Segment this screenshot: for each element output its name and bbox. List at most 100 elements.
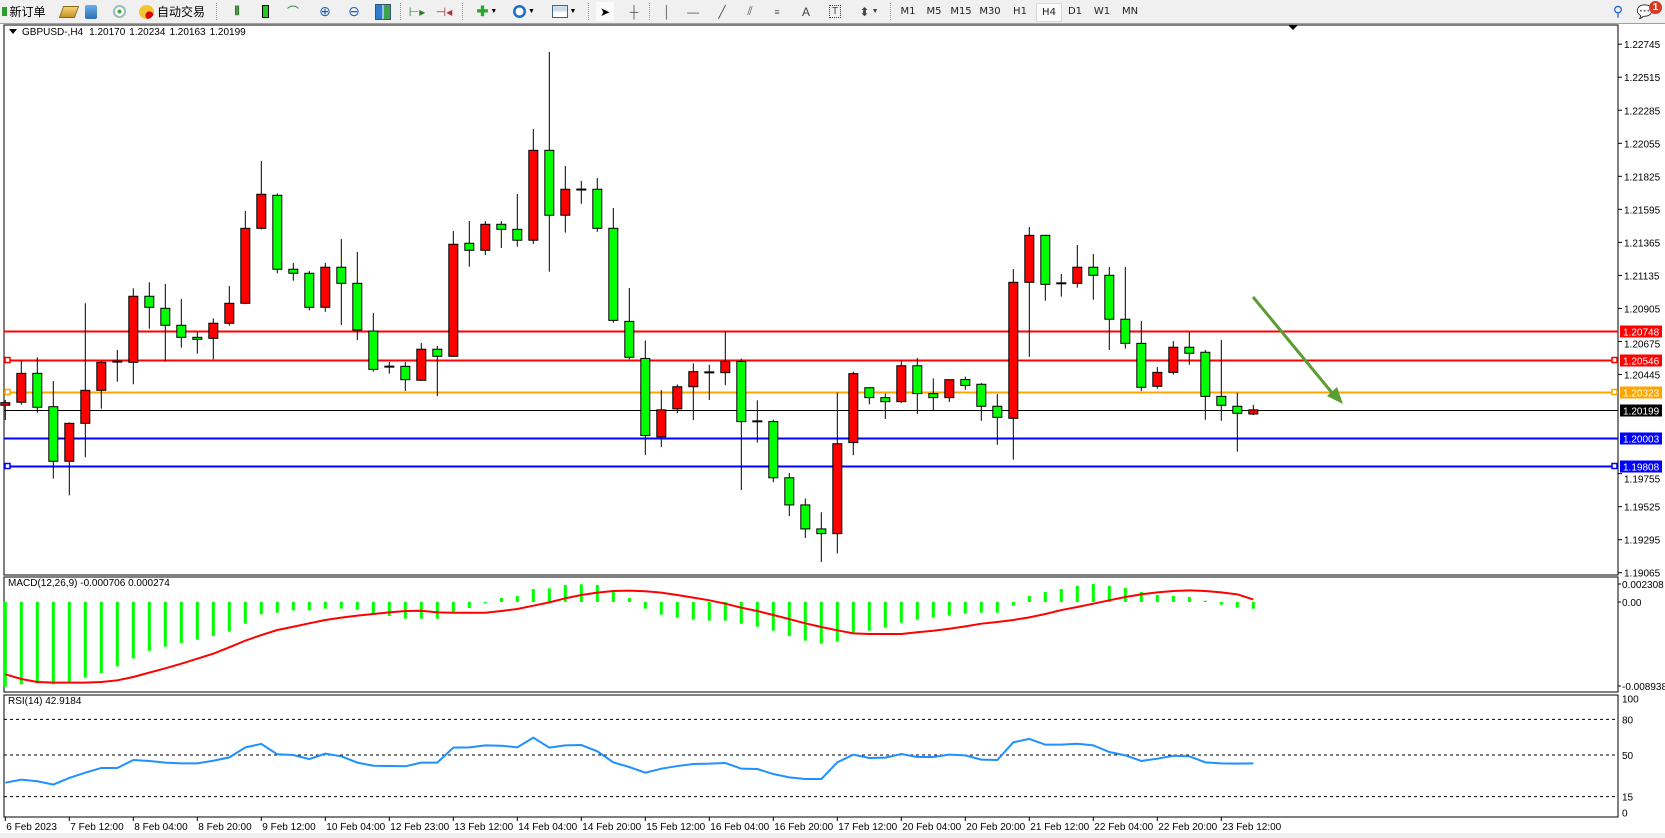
trendline-button[interactable]: ╱ [713,2,731,21]
timeframe-mn[interactable]: MN [1121,6,1139,17]
timeframe-m5[interactable]: M5 [926,6,942,17]
line-chart-button[interactable]: ⌒ [284,2,302,21]
macd-label: MACD(12,26,9) -0.000706 0.000274 [8,578,170,589]
candle [336,238,347,325]
line-chart-icon: ⌒ [286,5,299,19]
dropdown-arrow-icon: ▼ [528,8,535,15]
candle-body [240,227,251,304]
horizontal-lines[interactable] [4,330,1618,470]
equidistant-channel-button[interactable]: ⫽ [741,2,759,21]
timeframe-m1[interactable]: M1 [900,6,916,17]
price-tick-label: 1.21365 [1624,238,1661,249]
line-handle-icon[interactable] [1611,356,1618,364]
macd-histogram-bar [211,602,215,636]
dropdown-arrow-icon: ▼ [569,8,577,15]
candle-body [944,379,955,399]
timeframe-m30[interactable]: M30 [979,6,1001,17]
timeframe-d1[interactable]: D1 [1067,6,1083,17]
candle-body [48,406,59,462]
shapes-button[interactable]: ⬍ ▼ [852,2,886,21]
candle-body [1184,346,1195,354]
candlestick-button[interactable] [256,2,274,21]
indicators-button[interactable]: ✚ ▼ [472,2,502,21]
line-handle-icon[interactable] [4,388,11,396]
chart-shift-button[interactable]: ⊣◂ [435,2,453,21]
history-center-button[interactable] [58,2,80,21]
macd-histogram-bar [1107,585,1111,602]
auto-trading-button[interactable]: 自动交易 [137,2,207,21]
horizontal-line-button[interactable]: — [684,2,702,21]
auto-scroll-button[interactable]: ⊢▸ [408,2,426,21]
text-button[interactable]: A [797,2,815,21]
history-center-icon [58,5,80,18]
line-handle-icon[interactable] [4,462,11,470]
time-axis-label: 10 Feb 04:00 [326,822,385,833]
zoom-out-button[interactable]: ⊖ [345,2,363,21]
time-axis-label: 21 Feb 12:00 [1030,822,1089,833]
time-axis-label: 13 Feb 12:00 [454,822,513,833]
macd-histogram-bar [67,602,71,683]
line-handle-icon[interactable] [1611,388,1618,396]
macd-histogram-bar [467,602,471,608]
timeframe-w1[interactable]: W1 [1093,6,1111,17]
fibonacci-button[interactable]: ≡ [768,2,786,21]
time-axis-label: 16 Feb 04:00 [710,822,769,833]
timeframe-h4[interactable]: H4 [1036,3,1062,22]
timeframe-m15[interactable]: M15 [950,6,972,17]
candle-body [80,389,91,424]
separator [216,3,217,20]
candle-body [1120,318,1131,344]
candle [0,399,11,421]
candle-body [960,379,971,386]
candle [240,210,251,305]
tile-windows-button[interactable] [374,2,392,21]
candle-body [496,223,507,230]
rsi-panel [4,718,1618,798]
macd-histogram-bar [531,589,535,602]
macd-histogram-bar [1043,591,1047,602]
macd-histogram-bar [115,602,119,667]
zoom-in-button[interactable]: ⊕ [316,2,334,21]
timeframe-h1[interactable]: H1 [1013,6,1027,17]
vertical-line-button[interactable]: │ [658,2,676,21]
time-axis-label: 17 Feb 12:00 [838,822,897,833]
candle [1024,227,1035,357]
macd-histogram-bar [355,602,359,610]
templates-button[interactable]: ▼ [548,2,580,21]
macd-panel [3,584,1255,687]
candle [896,361,907,403]
macd-histogram-bar [483,602,487,603]
candle [1104,266,1115,350]
line-handle-icon[interactable] [1611,462,1618,470]
market-watch-button[interactable] [82,2,100,21]
crosshair-button[interactable]: ┼ [625,2,643,21]
signals-button[interactable] [110,2,128,21]
time-axis-label: 23 Feb 12:00 [1222,822,1281,833]
candle [256,160,267,230]
line-handle-icon[interactable] [4,356,11,364]
price-tag [1620,354,1662,367]
bar-chart-button[interactable]: ⫴ [228,2,246,21]
chart-window[interactable]: 1.20748 1.20546 1.20323 1.20199 1.20003 1.198… [0,24,1665,838]
chart-shift-marker-icon[interactable] [1288,25,1298,30]
arrow-annotation[interactable] [1251,296,1343,404]
candle-body [1248,409,1259,415]
time-axis-label: 22 Feb 04:00 [1094,822,1153,833]
candle [432,345,443,397]
macd-histogram-bar [1139,591,1143,602]
candle-body [1200,351,1211,397]
price-tick-label: 1.21825 [1624,172,1661,183]
periods-button[interactable]: ▼ [508,2,540,21]
chart-menu-triangle-icon[interactable] [9,29,17,34]
text-label-button[interactable]: T [826,2,844,21]
candle-body [816,528,827,535]
new-order-button[interactable]: 新订单 [2,2,46,21]
candle-body [672,386,683,410]
candle [608,208,619,323]
chart-background [0,24,1665,838]
candle-body [192,336,203,340]
cursor-button[interactable]: ➤ [596,2,614,21]
arrow-line[interactable] [1251,296,1340,401]
search-button[interactable]: ⚲ [1610,2,1626,21]
text-icon: A [801,4,810,19]
